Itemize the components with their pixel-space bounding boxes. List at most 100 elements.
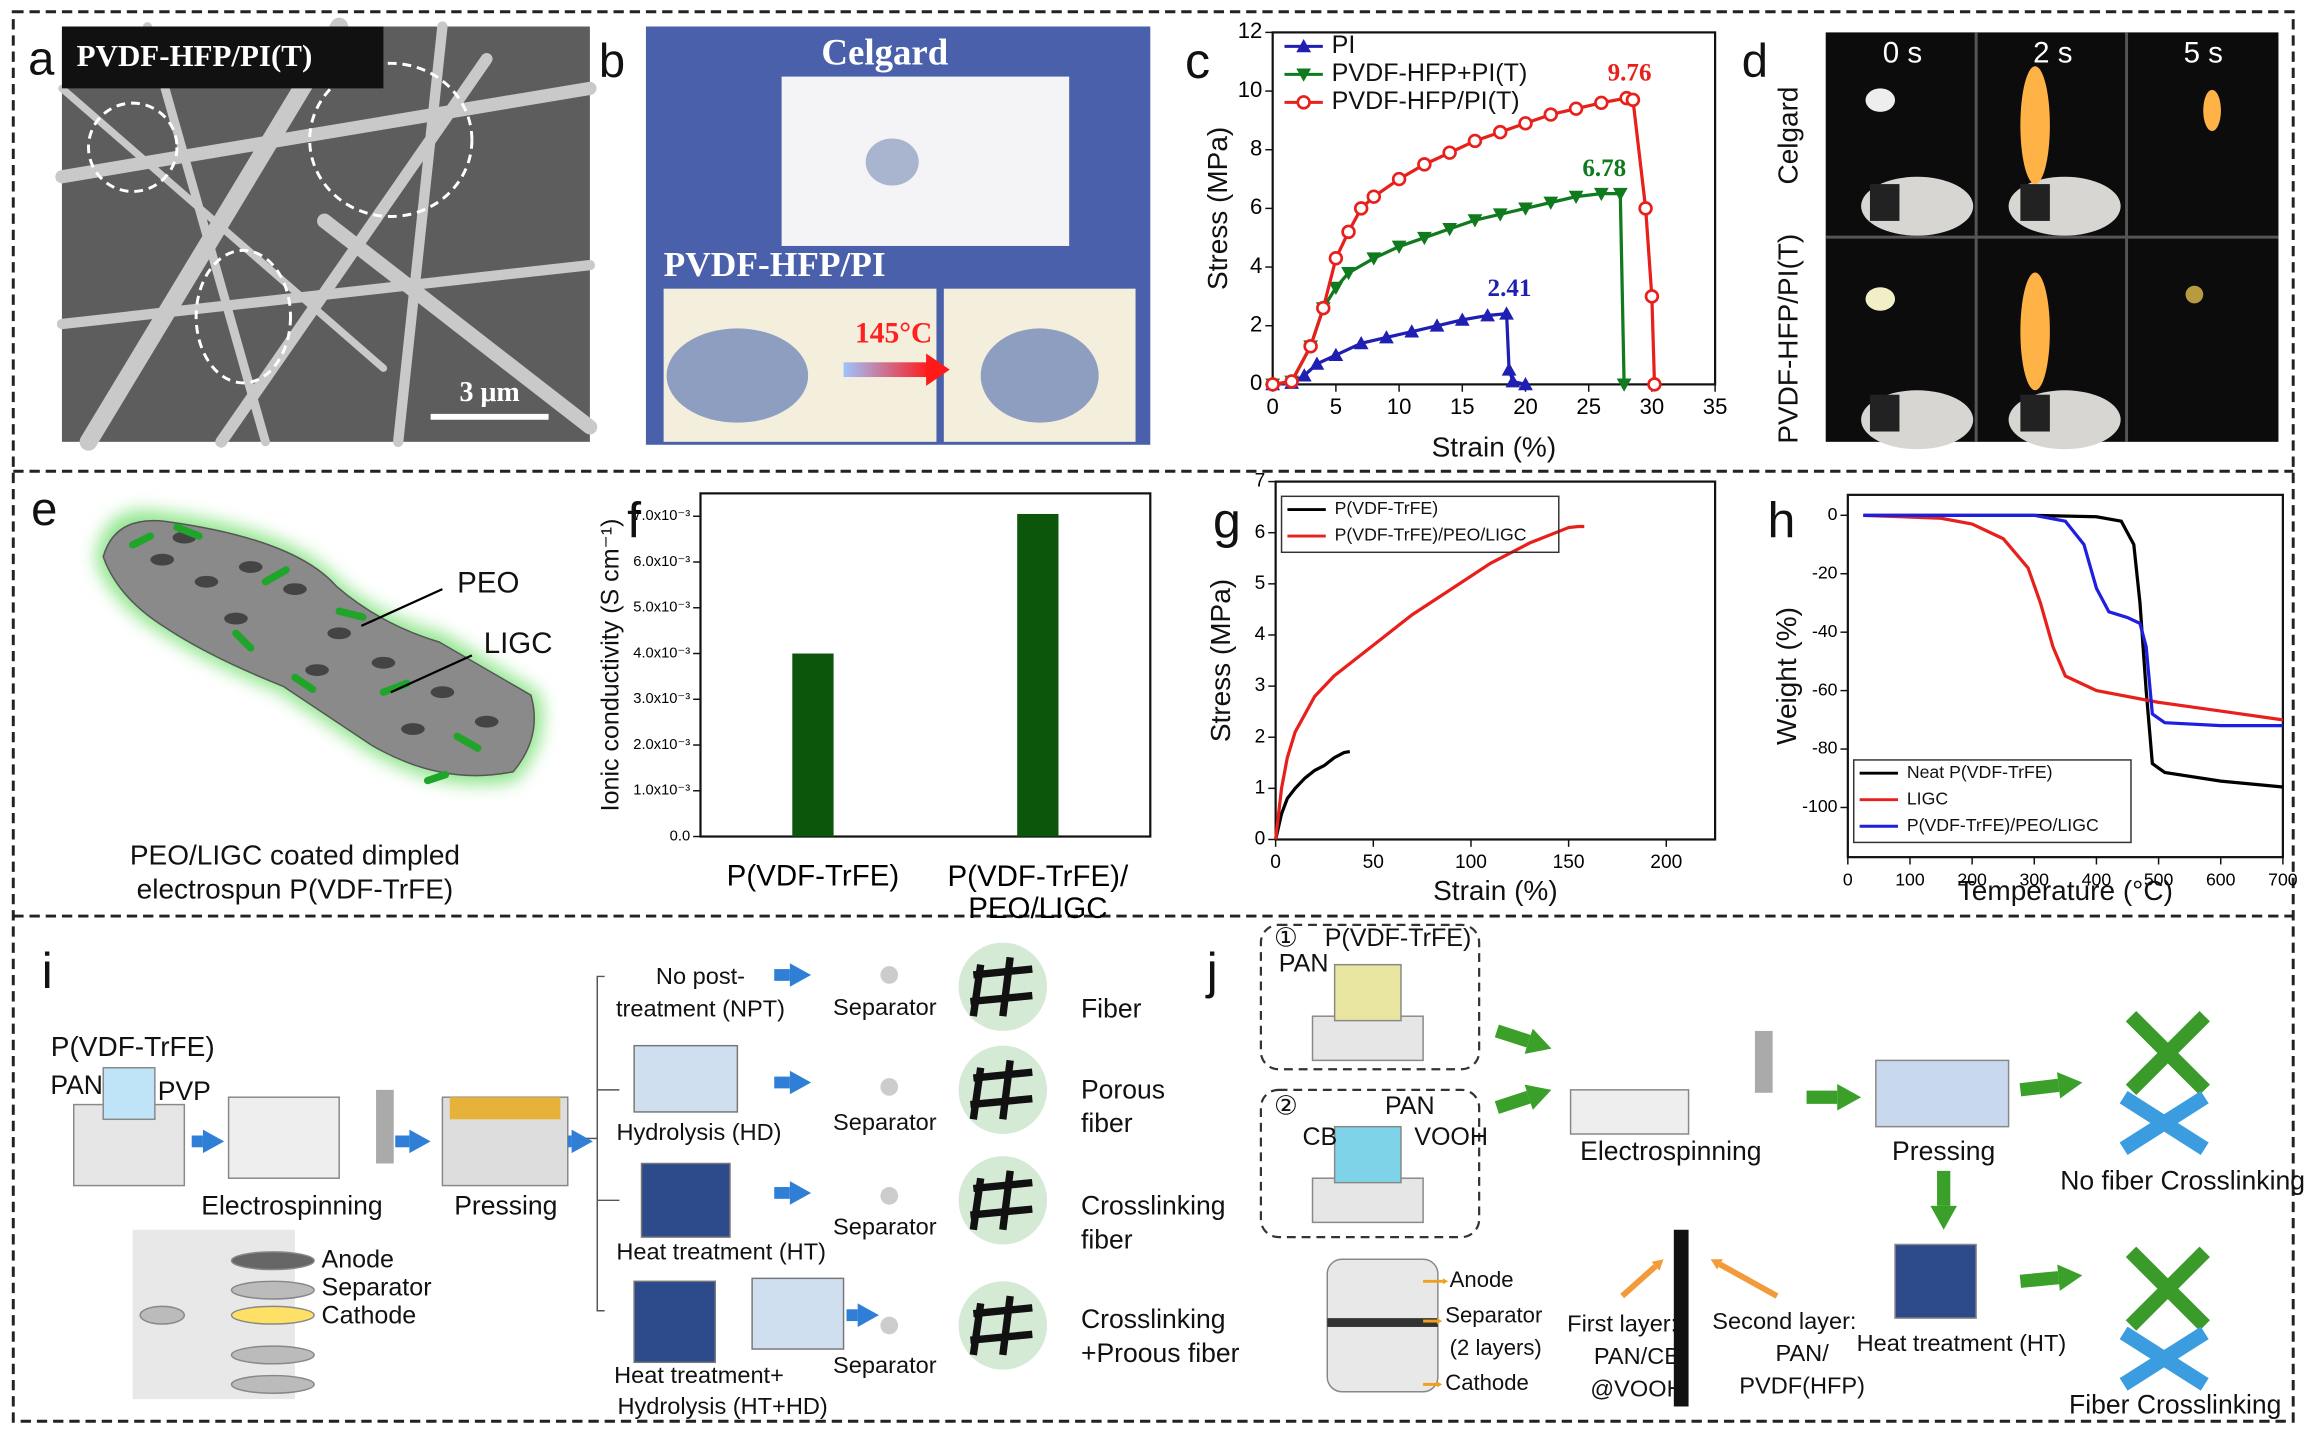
point	[1417, 157, 1432, 172]
panel-letter: h	[1768, 493, 1796, 549]
point	[1296, 95, 1311, 110]
panel-letter: i	[42, 943, 53, 999]
arrow	[1718, 1261, 1779, 1299]
arrowhead	[1436, 1318, 1443, 1325]
x-tick-label: 35	[1703, 394, 1728, 419]
y-tick-label: 4	[1250, 253, 1262, 278]
flames	[2020, 66, 2221, 391]
y-tick-label: 6.0x10⁻³	[633, 554, 690, 570]
x-tick-label: 20	[1513, 394, 1538, 419]
label: P(VDF-TrFE)	[1325, 924, 1472, 952]
label: First layer:	[1567, 1311, 1677, 1337]
point	[1543, 196, 1559, 210]
arrowhead	[1710, 1259, 1723, 1270]
point	[1417, 231, 1432, 246]
x-tick-label: 5	[1330, 394, 1342, 419]
arrowhead	[1524, 1028, 1552, 1054]
x-tick-label: 15	[1450, 394, 1475, 419]
y-tick-label: -40	[1812, 621, 1838, 641]
point	[1505, 374, 1521, 388]
label: P(VDF-TrFE)	[51, 1031, 215, 1062]
arrowhead	[789, 1181, 812, 1205]
point	[1593, 187, 1609, 202]
point	[1568, 101, 1584, 116]
label-box	[61, 26, 384, 89]
legend-frame	[1280, 495, 1560, 554]
legend-label: PVDF-HFP+PI(T)	[1332, 59, 1528, 87]
point	[1429, 318, 1445, 332]
label: VOOH	[1414, 1123, 1488, 1151]
label: Separator	[833, 1109, 937, 1135]
label: PEO	[457, 566, 519, 599]
label: Anode	[1450, 1267, 1514, 1292]
arrowhead	[1651, 1259, 1664, 1271]
point	[1454, 312, 1470, 326]
wetting-photo	[645, 26, 1151, 445]
bar	[792, 653, 834, 837]
label: @VOOH	[1590, 1376, 1683, 1402]
dimples	[150, 531, 499, 735]
label: ①	[1274, 923, 1298, 953]
x-tick-label: 100	[1455, 852, 1487, 873]
y-tick-label: 2	[1250, 312, 1262, 337]
y-tick-label: 10	[1238, 77, 1263, 102]
label: Second layer:	[1712, 1308, 1856, 1334]
point	[1616, 378, 1632, 392]
label: Separator	[321, 1273, 431, 1301]
peak-label: 9.76	[1608, 59, 1652, 86]
legend-label: P(VDF-TrFE)/PEO/LIGC	[1907, 815, 2099, 835]
arrowhead	[2057, 1264, 2083, 1291]
x-tick-label: 700	[2268, 869, 2298, 889]
legend-label: LIGC	[1907, 788, 1949, 808]
point	[1442, 145, 1457, 160]
label: Hydrolysis (HD)	[616, 1119, 781, 1145]
label: Celgard	[821, 31, 948, 72]
y-tick-label: 1	[1255, 777, 1266, 798]
point	[1341, 267, 1356, 281]
y-tick-label: 7	[1255, 471, 1266, 492]
electrospinner	[227, 1096, 340, 1179]
outer-border	[11, 10, 2295, 1423]
legend-frame	[1852, 759, 2132, 844]
x-tick-label: 500	[2144, 869, 2174, 889]
plot-frame	[1274, 480, 1717, 841]
frame	[11, 10, 2295, 1423]
label: Electrospinning	[1580, 1136, 1761, 1166]
arrowhead	[409, 1129, 431, 1154]
arrowhead	[2057, 1072, 2083, 1099]
legend-label: PI	[1332, 31, 1356, 59]
panel-letter: f	[627, 493, 641, 549]
arrowhead	[1442, 1278, 1449, 1285]
x-tick-label: 150	[1553, 852, 1585, 873]
arrowhead	[202, 1129, 225, 1154]
label: Separator	[833, 994, 937, 1020]
label: electrospun P(VDF-TrFE)	[137, 873, 454, 904]
series-line	[1274, 524, 1585, 840]
series-line	[1863, 513, 2283, 728]
arrowhead	[789, 1070, 812, 1095]
x-axis-label: Strain (%)	[1432, 432, 1557, 463]
point	[1499, 306, 1514, 320]
label: (2 layers)	[1450, 1335, 1542, 1360]
label: PEO/LIGC coated dimpled	[130, 840, 460, 871]
y-tick-label: 3	[1255, 675, 1266, 696]
point	[1492, 124, 1508, 140]
label: PAN	[1385, 1092, 1435, 1120]
label: PVDF-HFP/PI	[664, 244, 886, 284]
process-j	[1259, 923, 2210, 1407]
y-tick-label: 0	[1828, 504, 1838, 524]
label: LIGC	[484, 627, 553, 660]
label: Crosslinking	[1081, 1304, 1226, 1334]
series-line	[1863, 513, 2284, 722]
y-tick-label: -20	[1812, 562, 1838, 582]
y-tick-label: 12	[1238, 18, 1263, 43]
point	[1467, 133, 1483, 149]
y-axis-label: Stress (MPa)	[1205, 579, 1236, 742]
y-tick-label: 3.0x10⁻³	[633, 691, 690, 707]
arrowhead	[789, 963, 812, 987]
arrow	[1620, 1264, 1658, 1299]
x-tick-label: P(VDF-TrFE)/PEO/LIGC	[947, 860, 1129, 925]
label: PAN	[50, 1070, 103, 1100]
label: Heat treatment+	[614, 1362, 784, 1388]
